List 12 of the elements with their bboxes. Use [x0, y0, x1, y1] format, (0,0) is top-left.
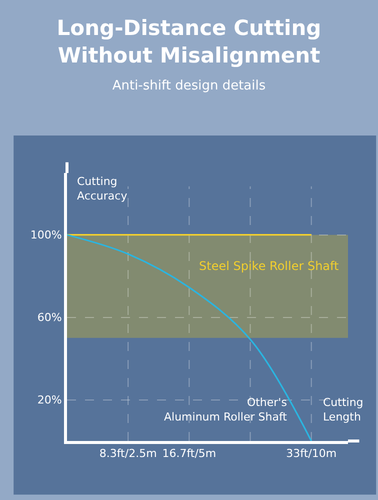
x-tick-label: 16.7ft/5m — [162, 447, 216, 460]
x-tick-label: 33ft/10m — [286, 447, 337, 460]
y-tick-label: 60% — [37, 311, 62, 324]
x-axis-title: Cutting Length — [323, 396, 364, 424]
y-axis-title: Cutting Accuracy — [77, 175, 128, 202]
chart-subtitle: Anti-shift design details — [112, 78, 266, 94]
series-label: Other's Aluminum Roller Shaft — [164, 396, 288, 424]
x-tick-label: 8.3ft/2.5m — [99, 447, 157, 460]
text: Steel Spike Roller Shaft — [199, 259, 340, 273]
y-tick-label: 100% — [30, 228, 62, 242]
chart-title: Long-Distance Cutting Without Misalignment — [56, 16, 322, 68]
y-tick-label: 20% — [37, 394, 62, 407]
